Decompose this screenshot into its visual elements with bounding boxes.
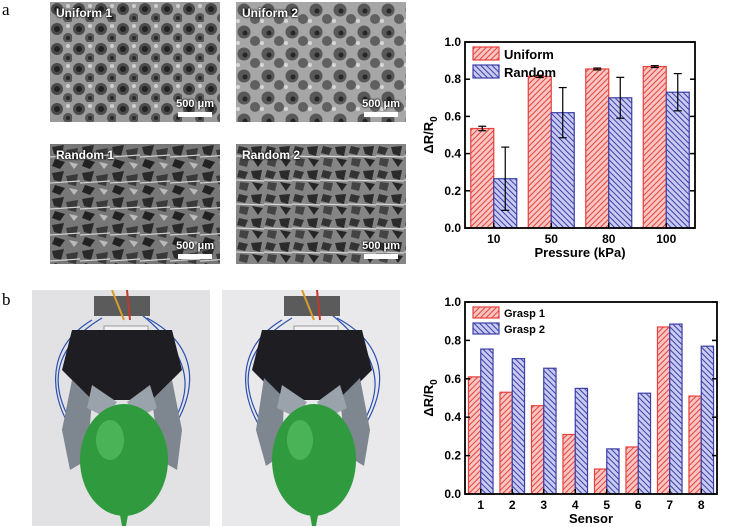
- scale-label: 500 μm: [362, 240, 400, 252]
- sem-label: Uniform 2: [242, 6, 299, 20]
- sem-label: Uniform 1: [56, 6, 113, 20]
- chart-sensor: 0.0 0.2 0.4 0.6 0.8 1.0 1 2 3 4 5 6 7 8 Sensor ΔR/R0 Gra…: [421, 295, 718, 526]
- bar-grasp-1-6: [625, 446, 639, 495]
- y-tick-label: 0.6: [444, 109, 461, 123]
- bar-uniform-50: [527, 75, 552, 229]
- x-tick-label: 1: [477, 498, 484, 512]
- panel-b-letter: b: [2, 290, 11, 309]
- x-tick-label: 80: [602, 232, 616, 246]
- x-tick-label: 10: [487, 232, 501, 246]
- bar-grasp-1-5: [593, 468, 608, 495]
- legend-swatch: [472, 322, 500, 335]
- y-tick-label: 0.6: [444, 372, 461, 386]
- x-tick-label: 50: [545, 232, 559, 246]
- sem-label: Random 1: [56, 148, 115, 162]
- sem-label: Random 2: [242, 148, 301, 162]
- bar-grasp-1-7: [656, 326, 671, 495]
- plot-frame: [464, 41, 696, 229]
- bar-grasp-1-8: [688, 395, 702, 495]
- bar-grasp-2-4: [574, 387, 589, 495]
- x-axis-label: Pressure (kPa): [534, 245, 625, 260]
- legend-swatch: [472, 306, 500, 319]
- bar-uniform-100: [642, 65, 667, 229]
- scale-label: 500 μm: [176, 240, 214, 252]
- x-tick-label: 2: [509, 498, 516, 512]
- bar-grasp-2-5: [606, 448, 620, 495]
- scale-label: 500 μm: [362, 98, 400, 110]
- y-tick-label: 0.0: [444, 221, 461, 235]
- y-axis-label: ΔR/R0: [421, 116, 440, 154]
- sem-image-uniform-2: Uniform 2 500 μm: [236, 2, 406, 122]
- gripper-photo-2: [222, 290, 400, 526]
- gripper-illustration: [32, 290, 210, 526]
- x-tick-label: 4: [572, 498, 579, 512]
- legend-label: Grasp 2: [504, 324, 545, 336]
- bar-grasp-2-7: [669, 323, 683, 495]
- bar-grasp-2-8: [700, 345, 715, 495]
- scale-label: 500 μm: [176, 98, 214, 110]
- x-tick-label: 3: [540, 498, 547, 512]
- bar-grasp-1-4: [562, 433, 576, 495]
- bar-grasp-2-2: [511, 358, 526, 495]
- bar-grasp-1-3: [530, 405, 545, 495]
- legend-label: Random: [504, 65, 556, 80]
- plot-frame: [464, 301, 718, 495]
- y-tick-label: 0.2: [444, 449, 461, 463]
- bar-uniform-10: [470, 127, 495, 229]
- y-tick-label: 0.0: [444, 487, 461, 501]
- scale-bar: [364, 254, 398, 259]
- bar-grasp-1-2: [499, 391, 513, 495]
- legend-swatch: [472, 46, 500, 61]
- y-tick-label: 0.8: [444, 72, 461, 86]
- y-tick-label: 1.0: [444, 295, 461, 309]
- x-tick-label: 5: [603, 498, 610, 512]
- legend-swatch: [472, 64, 500, 79]
- x-tick-label: 7: [666, 498, 673, 512]
- sem-image-random-1: Random 1 500 μm: [50, 144, 220, 264]
- y-axis-label: ΔR/R0: [421, 379, 440, 417]
- scale-bar: [178, 254, 212, 259]
- bar-random-100: [665, 91, 690, 229]
- sem-image-random-2: Random 2 500 μm: [236, 144, 406, 264]
- bar-grasp-1-1: [467, 376, 482, 495]
- y-tick-label: 0.2: [444, 184, 461, 198]
- bar-uniform-80: [585, 68, 610, 229]
- gripper-photo-1: [32, 290, 210, 526]
- y-tick-label: 0.8: [444, 333, 461, 347]
- panel-a-letter: a: [2, 0, 10, 19]
- legend-label: Grasp 1: [504, 308, 545, 320]
- sem-image-uniform-1: Uniform 1 500 μm: [50, 2, 220, 122]
- bar-grasp-2-6: [637, 392, 652, 495]
- x-axis-label: Sensor: [569, 511, 613, 526]
- chart-pressure: 0.0 0.2 0.4 0.6 0.8 1.0 10 50 80 100 Pressure (kPa…: [421, 35, 696, 260]
- legend-label: Uniform: [504, 47, 554, 62]
- gripper-illustration: [222, 290, 400, 526]
- bar-grasp-2-1: [480, 348, 494, 495]
- x-tick-label: 6: [635, 498, 642, 512]
- bar-grasp-2-3: [543, 367, 557, 495]
- x-tick-label: 100: [656, 232, 676, 246]
- scale-bar: [364, 112, 398, 117]
- scale-bar: [178, 112, 212, 117]
- y-tick-label: 0.4: [444, 147, 461, 161]
- x-tick-label: 8: [698, 498, 705, 512]
- y-tick-label: 1.0: [444, 35, 461, 49]
- y-tick-label: 0.4: [444, 410, 461, 424]
